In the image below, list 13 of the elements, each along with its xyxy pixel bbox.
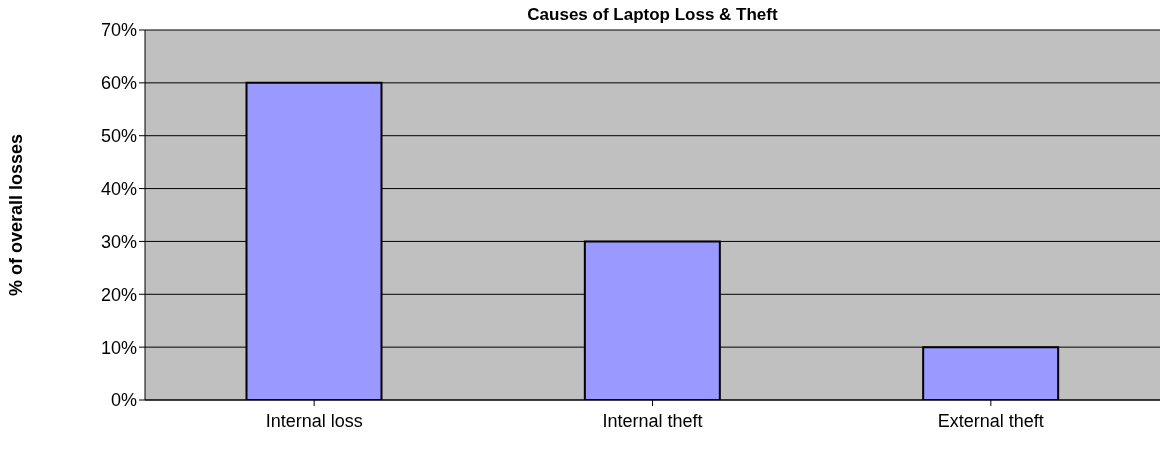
y-tick-label: 50% — [100, 126, 137, 147]
y-tick-label: 30% — [100, 231, 137, 252]
y-tick-label: 10% — [100, 337, 137, 358]
y-axis-title: % of overall losses — [6, 133, 27, 297]
y-tick-label: 20% — [100, 284, 137, 305]
y-tick-label: 0% — [110, 390, 137, 411]
y-tick-label: 40% — [100, 178, 137, 199]
x-tick-label: Internal loss — [265, 410, 363, 431]
y-tick-label: 60% — [100, 73, 137, 94]
y-tick-label: 70% — [100, 20, 137, 41]
x-tick-label: External theft — [937, 410, 1044, 431]
chart-title: Causes of Laptop Loss & Theft — [526, 5, 779, 24]
x-tick-label: Internal theft — [602, 410, 703, 431]
